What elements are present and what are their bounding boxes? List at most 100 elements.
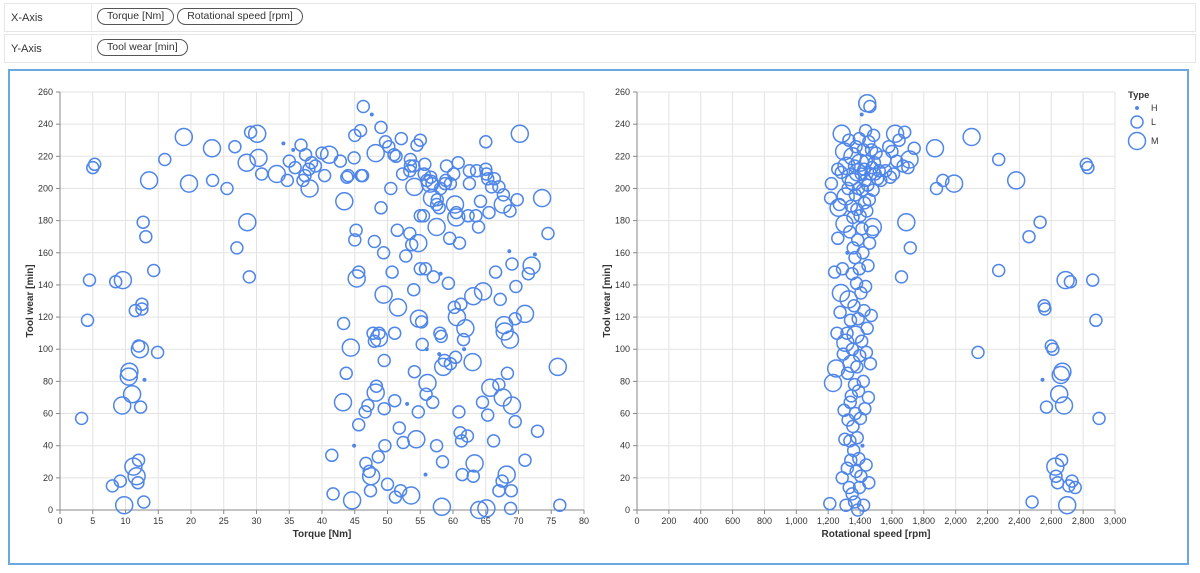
data-point-l (847, 495, 862, 509)
data-point-l (80, 313, 95, 328)
data-point-l (823, 496, 837, 511)
data-point-m (366, 383, 385, 402)
data-point-m (548, 357, 568, 377)
data-point-l (842, 480, 856, 495)
data-point-l (377, 401, 391, 416)
data-point-m (1006, 171, 1026, 190)
data-point-l (843, 313, 858, 328)
data-point-m (179, 174, 199, 193)
data-point-l (503, 204, 517, 218)
data-point-m (532, 188, 552, 208)
data-point-l (833, 305, 847, 320)
data-point-l (455, 467, 469, 482)
data-point-l (1089, 313, 1103, 328)
x-tick-label: 20 (186, 516, 196, 526)
data-point-l (150, 345, 165, 360)
data-point-m (510, 124, 530, 144)
data-point-l (872, 164, 886, 178)
data-point-l (254, 167, 269, 181)
x-tick-label: 800 (757, 516, 772, 526)
data-point-l (220, 181, 234, 196)
data-point-m (407, 430, 426, 449)
data-point-l (897, 125, 912, 139)
data-point-l (377, 353, 391, 368)
data-point-l (423, 170, 438, 184)
data-point-m (465, 454, 484, 473)
data-point-l (356, 99, 371, 114)
data-point-l (479, 135, 493, 149)
data-point-l (347, 151, 361, 165)
x-tick-label: 2,400 (1008, 516, 1031, 526)
data-point-l (367, 334, 382, 348)
data-point-l (541, 226, 555, 241)
data-point-l (1049, 469, 1063, 483)
data-point-m (433, 357, 453, 377)
data-point-l (854, 469, 868, 483)
data-point-m (335, 192, 354, 211)
legend-symbol-h (1134, 105, 1140, 111)
data-point-l (846, 419, 860, 434)
data-point-l (363, 483, 378, 498)
data-point-l (135, 297, 149, 311)
data-point-l (1063, 274, 1078, 289)
data-point-m (1051, 365, 1071, 385)
data-point-m (388, 298, 408, 317)
data-point-l (834, 165, 849, 180)
data-point-l (861, 258, 875, 273)
data-point-l (461, 209, 475, 223)
data-point-l (389, 149, 403, 164)
y-tick-label: 180 (615, 216, 630, 226)
data-point-l (1068, 480, 1082, 495)
x-tick-label: 200 (661, 516, 676, 526)
y-tick-label: 100 (38, 344, 53, 354)
data-point-l (403, 159, 418, 173)
chart-rotational-speed: 0 200 400 600 800 1,000 1,200 1,400 1,600 1,800 2,… (602, 87, 1159, 540)
data-point-l (836, 347, 851, 361)
y-tick-label: 60 (620, 409, 630, 419)
data-point-m (130, 339, 150, 359)
data-point-m (347, 269, 366, 288)
y-chip-tool-wear[interactable]: Tool wear [min] (97, 39, 188, 56)
x-tick-label: 50 (382, 516, 392, 526)
x-axis-title: Torque [Nm] (293, 529, 352, 540)
data-point-l (508, 311, 522, 326)
data-point-l (462, 176, 477, 191)
x-tick-label: 1,000 (785, 516, 808, 526)
data-point-l (859, 345, 874, 360)
data-point-m (139, 171, 159, 190)
data-point-l (858, 279, 873, 294)
data-point-l (479, 162, 493, 176)
data-point-m (361, 466, 381, 486)
data-point-l (510, 192, 524, 207)
data-point-l (453, 426, 467, 440)
data-point-m (366, 143, 385, 163)
data-point-l (454, 297, 468, 311)
data-point-l (840, 461, 855, 475)
data-point-l (853, 209, 867, 223)
data-point-m (237, 153, 256, 172)
x-chip-torque[interactable]: Torque [Nm] (97, 8, 175, 25)
data-point-m (502, 396, 522, 415)
data-point-m (122, 384, 142, 404)
data-point-l (903, 241, 918, 255)
data-point-m (857, 94, 877, 113)
x-chip-rotational-speed[interactable]: Rotational speed [rpm] (177, 8, 303, 25)
data-point-m (447, 208, 466, 227)
data-point-l (460, 429, 475, 443)
data-point-l (827, 265, 842, 279)
data-point-m (401, 486, 421, 505)
data-point-l (1065, 474, 1079, 488)
data-point-m (113, 270, 133, 290)
y-tick-label: 60 (43, 409, 53, 419)
data-point-l (864, 308, 878, 323)
data-point-m (1057, 495, 1077, 515)
data-point-h (532, 252, 537, 257)
data-point-l (894, 270, 909, 284)
data-point-l (484, 180, 499, 194)
data-point-l (131, 453, 146, 467)
data-point-h (424, 347, 429, 352)
x-tick-label: 600 (725, 516, 740, 526)
data-point-l (137, 495, 151, 509)
data-point-l (351, 265, 366, 279)
y-tick-label: 40 (43, 441, 53, 451)
